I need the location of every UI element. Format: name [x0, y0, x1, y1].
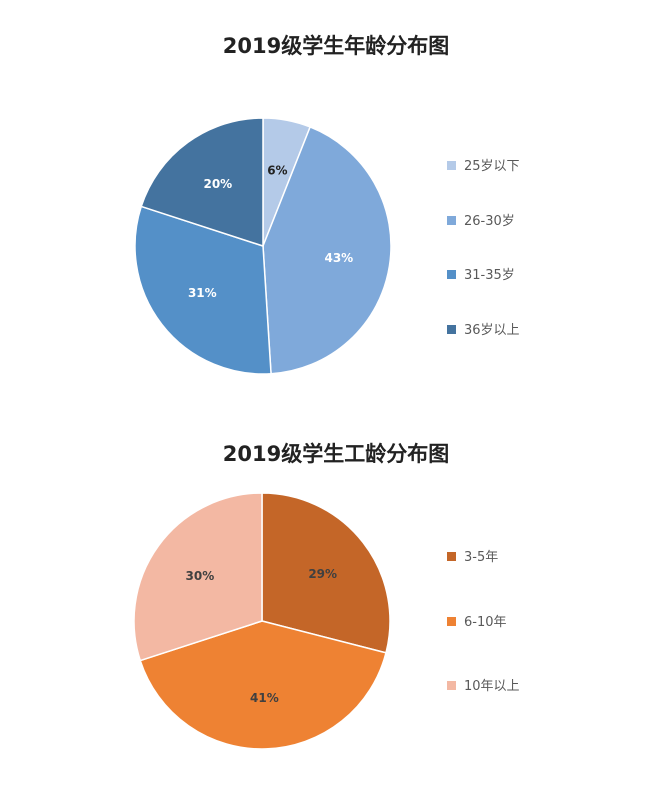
legend-label: 6-10年 [464, 614, 507, 630]
pie-slice-3 [140, 117, 264, 248]
slice-label-1: 43% [324, 251, 353, 265]
legend-swatch [447, 215, 456, 225]
pie-slice-1 [139, 620, 387, 750]
legend-label: 26-30岁 [464, 213, 515, 229]
chart-title: 2019级学生年龄分布图 [222, 34, 450, 58]
slice-label-0: 6% [267, 164, 287, 178]
legend-swatch [447, 161, 456, 170]
pie-slice-2 [133, 492, 263, 662]
work-years-pie: 29% 41% 30% [133, 492, 391, 750]
pie-slice-2 [134, 205, 272, 375]
legend-label: 25岁以下 [464, 159, 520, 174]
slice-label-1: 41% [250, 691, 279, 705]
slice-label-3: 20% [203, 177, 232, 191]
legend-swatch [447, 552, 456, 561]
slice-label-2: 30% [186, 569, 215, 583]
legend-label: 10年以上 [464, 679, 520, 694]
legend-item-1: 6-10年 [447, 611, 507, 630]
legend-item-0: 3-5年 [447, 546, 498, 565]
legend-label: 31-35岁 [464, 268, 515, 283]
age-pie: 6% 43% 31% 20% [134, 117, 392, 375]
legend-swatch [447, 616, 456, 626]
work-years-chart: 2019级学生工龄分布图 29% 41% 30% 3-5年 6-10年 10年以上 [0, 418, 672, 795]
pie-slice-0 [261, 492, 391, 654]
legend-swatch [447, 324, 456, 334]
legend-item-0: 25岁以下 [447, 155, 520, 174]
age-distribution-chart: 2019级学生年龄分布图 6% 43% 31% 20% 25岁以下 26-30岁 31-3… [134, 34, 520, 375]
slice-label-2: 31% [188, 286, 217, 300]
legend-label: 3-5年 [464, 550, 499, 565]
legend-item-2: 31-35岁 [447, 264, 515, 283]
legend-item-2: 10年以上 [447, 675, 520, 694]
chart-title: 2019级学生工龄分布图 [222, 442, 450, 466]
legend-label: 36岁以上 [464, 322, 520, 338]
legend-item-3: 36岁以上 [447, 319, 520, 338]
legend-swatch [447, 270, 456, 279]
legend-swatch [447, 681, 456, 690]
slice-label-0: 29% [308, 567, 337, 581]
pie-slice-1 [262, 126, 392, 375]
legend-item-1: 26-30岁 [447, 210, 515, 229]
